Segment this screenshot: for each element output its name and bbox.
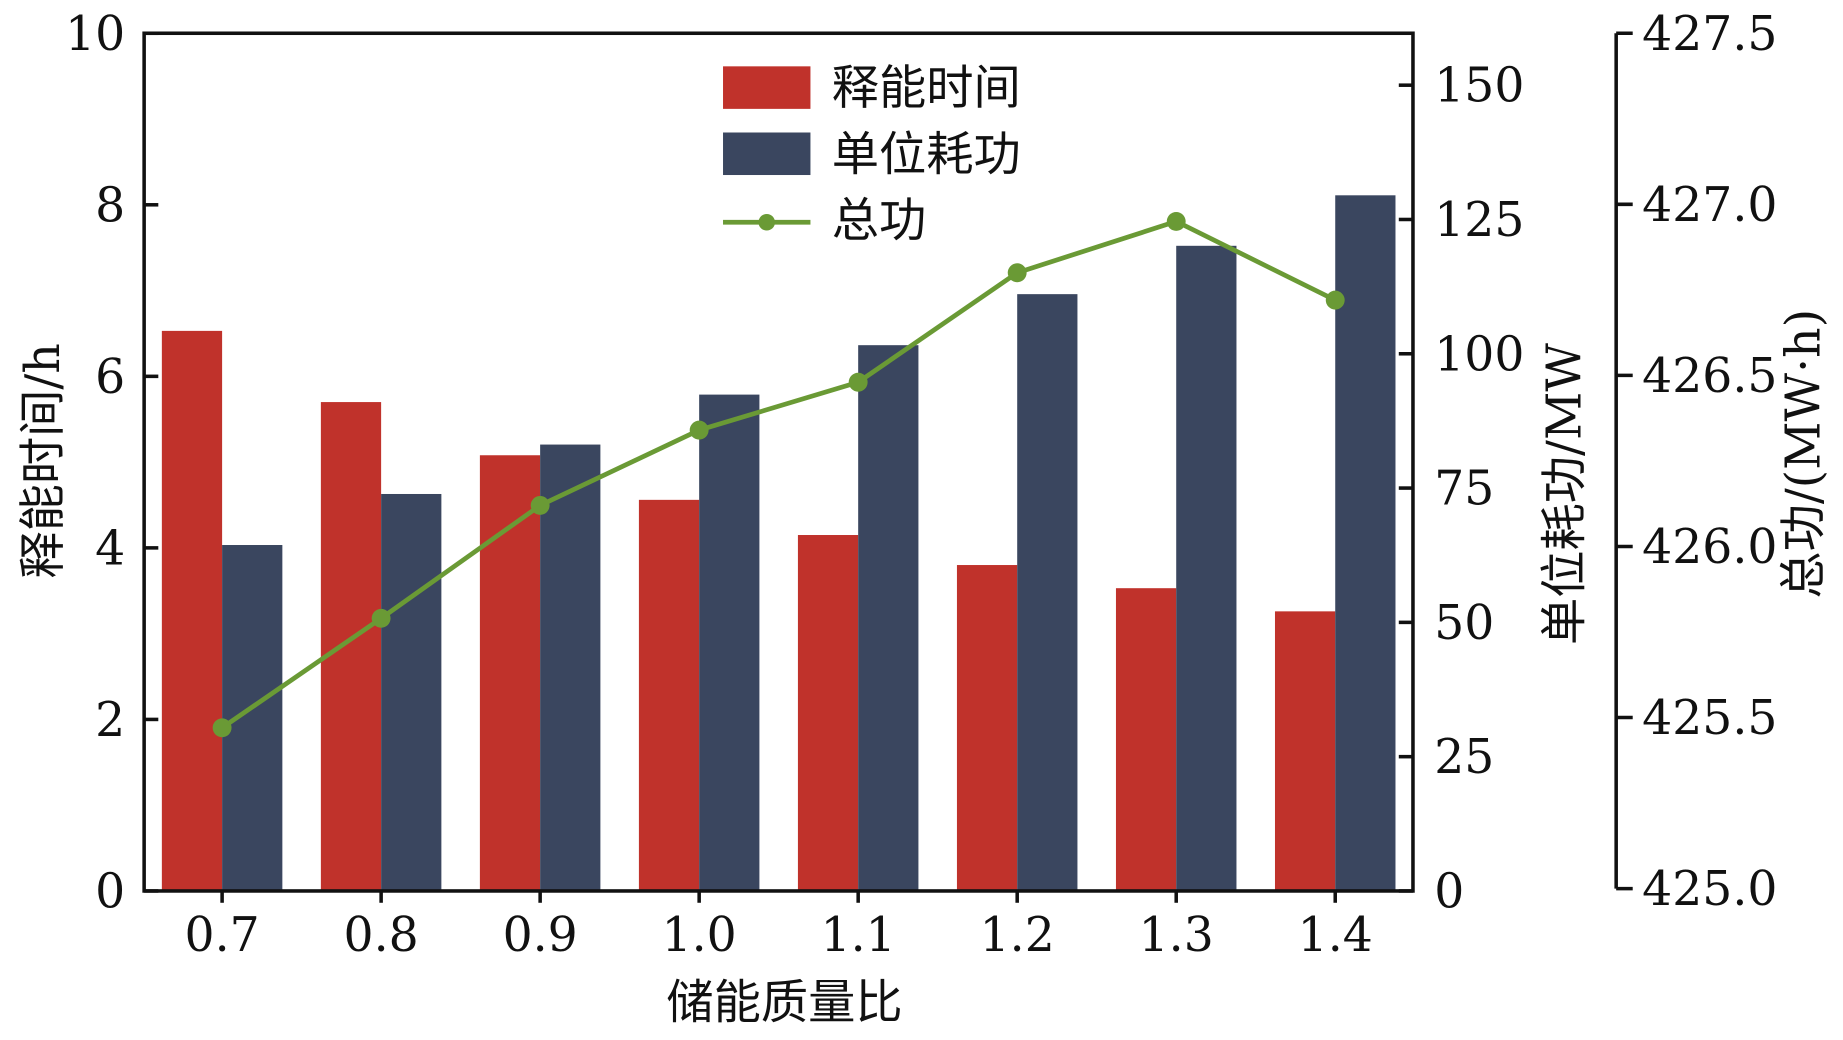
left-tick-label: 10: [65, 7, 125, 62]
right-tick-label: 427.0: [1642, 178, 1777, 233]
x-tick-label: 1.4: [1298, 908, 1373, 963]
left-tick-label: 0: [95, 865, 125, 920]
bar-discharge-time: [1274, 611, 1336, 891]
x-tick-label: 0.7: [185, 908, 260, 963]
right-tick-label: 426.0: [1642, 520, 1777, 575]
point-total-work: [212, 718, 232, 738]
bar-discharge-time: [320, 402, 382, 891]
left-tick-label: 6: [95, 350, 125, 405]
bar-unit-power: [1017, 294, 1078, 891]
legend-label-unit-power: 单位耗功: [832, 127, 1021, 182]
bar-discharge-time: [956, 565, 1018, 891]
bar-discharge-time: [638, 499, 700, 891]
bar-unit-power: [858, 345, 919, 891]
bar-unit-power: [540, 444, 601, 891]
legend-label-discharge-time: 释能时间: [832, 61, 1021, 116]
point-total-work: [689, 420, 709, 440]
point-total-work: [530, 495, 550, 515]
middle-tick-label: 75: [1434, 462, 1494, 517]
ticks: 0.7 0.8 0.9 1.0 1.1 1.2 1.3 1.40246810025507510…: [65, 7, 1777, 963]
right-tick-label: 425.0: [1642, 862, 1777, 917]
bar-discharge-time: [479, 455, 541, 891]
left-tick-label: 2: [95, 693, 125, 748]
bar-discharge-time: [1115, 588, 1177, 891]
bar-unit-power: [381, 493, 442, 891]
middle-tick-label: 150: [1434, 59, 1524, 114]
x-tick-label: 1.1: [821, 908, 896, 963]
legend-marker-total-work: [758, 214, 776, 231]
legend-label-total-work: 总功: [832, 193, 927, 248]
line-total-work: [220, 218, 1337, 730]
left-tick-label: 8: [95, 178, 125, 233]
legend-swatch-unit-power: [723, 132, 811, 176]
x-tick-label: 1.0: [662, 908, 737, 963]
x-tick-label: 0.9: [503, 908, 578, 963]
right-tick-label: 427.5: [1642, 7, 1777, 62]
bar-discharge-time: [797, 535, 859, 891]
point-total-work: [371, 608, 391, 628]
x-axis-label: 储能质量比: [666, 976, 902, 1031]
point-total-work: [848, 372, 868, 392]
middle-tick-label: 25: [1434, 730, 1494, 785]
middle-axis-label: 单位耗功/MW: [1538, 343, 1593, 645]
middle-tick-label: 0: [1434, 865, 1464, 920]
bar-discharge-time: [161, 330, 223, 891]
x-tick-label: 1.2: [980, 908, 1055, 963]
total-work-line: [212, 211, 1345, 738]
legend: 释能时间 单位耗功 总功: [723, 61, 1021, 248]
plot-frame: [142, 31, 1415, 893]
point-total-work: [1325, 290, 1345, 310]
right-tick-label: 425.5: [1642, 691, 1777, 746]
right-axis-label: 总功/(MW·h): [1776, 309, 1831, 599]
bars: [161, 195, 1396, 891]
point-total-work: [1166, 211, 1186, 231]
middle-tick-label: 50: [1434, 596, 1494, 651]
bar-unit-power: [222, 545, 283, 891]
legend-swatch-discharge-time: [723, 66, 811, 109]
bar-unit-power: [1176, 245, 1237, 891]
x-tick-label: 0.8: [344, 908, 419, 963]
left-axis-label: 释能时间/h: [16, 343, 71, 578]
right-tick-label: 426.5: [1642, 349, 1777, 404]
middle-tick-label: 125: [1434, 193, 1524, 248]
bar-unit-power: [699, 394, 760, 891]
left-tick-label: 4: [95, 521, 125, 576]
x-tick-label: 1.3: [1139, 908, 1214, 963]
point-total-work: [1007, 263, 1027, 283]
middle-tick-label: 100: [1434, 327, 1524, 382]
bar-unit-power: [1335, 195, 1396, 891]
